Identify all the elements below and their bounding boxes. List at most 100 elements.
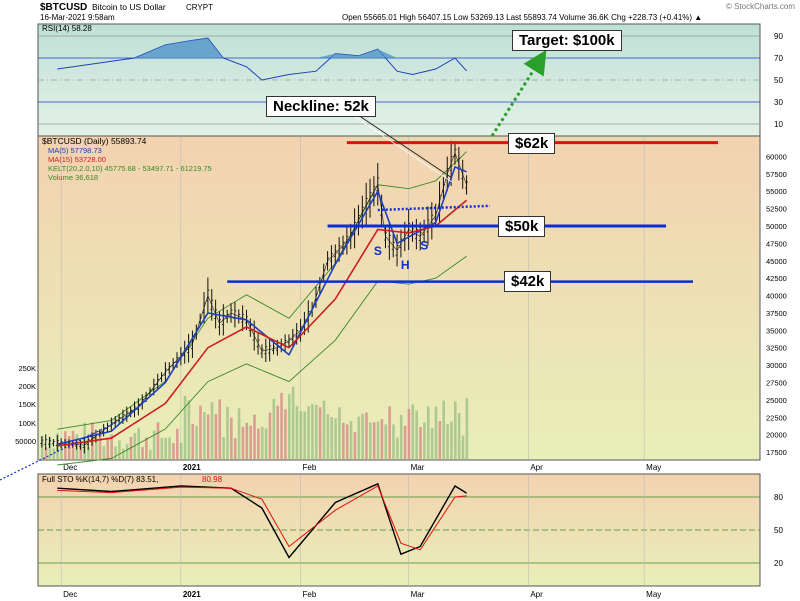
watermark: © StockCharts.com [726, 2, 795, 11]
volume-bar [318, 407, 322, 459]
volume-bar [411, 404, 415, 459]
volume-bar [361, 413, 364, 459]
volume-bar [334, 418, 337, 459]
shoulder-left-label: S [374, 244, 382, 258]
volume-bar [384, 424, 388, 459]
volume-bar [299, 411, 303, 459]
month-label: Dec [63, 463, 77, 472]
volume-bar [311, 404, 314, 459]
volume-bar [79, 445, 83, 459]
volume-bar [241, 426, 245, 459]
price-tick-label: 37500 [766, 309, 787, 318]
month-label: Apr [530, 463, 543, 472]
volume-bar [87, 447, 90, 459]
volume-bar [457, 412, 461, 459]
price-tick-label: 40000 [766, 292, 787, 301]
volume-bar [268, 412, 272, 459]
volume-bar [423, 422, 426, 459]
sto-month-label: Mar [411, 590, 425, 599]
volume-bar [272, 398, 276, 459]
rsi-tick-label: 70 [774, 54, 783, 63]
month-label: Mar [411, 463, 425, 472]
volume-bar [121, 448, 125, 459]
volume-bar [206, 414, 210, 459]
volume-bar [407, 409, 411, 459]
volume-bar [257, 428, 260, 459]
volume-bar [303, 411, 307, 459]
shoulder-right-label: S [420, 239, 428, 253]
keltner-upper [57, 151, 467, 430]
volume-bar [295, 405, 299, 459]
volume-bar [453, 401, 457, 459]
volume-bar [338, 407, 341, 459]
volume-bar [322, 400, 326, 459]
volume-bar [199, 405, 202, 459]
volume-bar [349, 421, 353, 459]
volume-bar [307, 406, 310, 459]
volume-bar [40, 436, 44, 459]
volume-bar [345, 424, 349, 459]
main-layer: 60000 57500 55000 52500 50000 47500 45000 42500… [0, 49, 787, 481]
price-tick-label: 55000 [766, 187, 787, 196]
price-tick-label: 25000 [766, 396, 787, 405]
volume-bar [280, 392, 283, 459]
quote-line: Open 55665.01 High 56407.15 Low 53269.13… [342, 13, 702, 22]
rsi-tick-label: 50 [774, 76, 783, 85]
sto-label: Full STO %K(14,7) %D(7) 83.51, [42, 475, 158, 484]
volume-bar [48, 437, 52, 459]
volume-bar [388, 406, 391, 459]
rsi-overbought-fill [57, 38, 467, 58]
volume-bar [392, 424, 395, 459]
volume-bar [276, 405, 279, 459]
volume-bar [44, 447, 48, 459]
ma15-line [57, 199, 468, 447]
sto-month-label: May [646, 590, 661, 599]
volume-bar [249, 425, 252, 459]
volume-bar [203, 412, 206, 459]
legend-kelt: KELT(20,2.0,10) 45775.68 - 53497.71 - 61… [48, 164, 212, 173]
sto-month-label: Feb [303, 590, 317, 599]
volume-bar [172, 443, 175, 459]
price-tick-label: 17500 [766, 448, 787, 457]
volume-bar [214, 413, 218, 459]
volume-bar [264, 428, 268, 459]
volume-bar [442, 400, 446, 459]
price-tick-label: 60000 [766, 152, 787, 161]
sto-tick-label: 50 [774, 526, 783, 535]
volume-bar [222, 437, 225, 459]
price-tick-label: 52500 [766, 205, 787, 214]
volume-bar [396, 437, 399, 459]
neckline-pointer [354, 112, 453, 179]
legend-ma5: MA(5) 57798.73 [48, 146, 102, 155]
volume-bar [461, 435, 465, 459]
volume-bar [168, 437, 171, 459]
volume-bar [98, 430, 102, 459]
volume-bar [353, 432, 357, 459]
head-label: H [401, 258, 410, 272]
exchange-label: CRYPT [186, 3, 213, 12]
price-tick-label: 50000 [766, 222, 787, 231]
symbol-name: Bitcoin to US Dollar [92, 2, 166, 12]
volume-bar [148, 449, 152, 459]
volume-bar [314, 404, 318, 459]
main-panel [37, 135, 761, 461]
volume-bar [465, 398, 469, 459]
target-callout: Target: $100k [512, 30, 622, 51]
price-tick-label: 32500 [766, 344, 787, 353]
volume-bar [52, 448, 56, 459]
sto-month-label: Dec [63, 590, 77, 599]
neckline-callout: Neckline: 52k [266, 96, 376, 117]
volume-bar [156, 422, 160, 459]
volume-tick-label: 200K [18, 382, 36, 391]
rsi-tick-label: 10 [774, 120, 783, 129]
volume-bar [399, 414, 403, 459]
volume-bar [369, 422, 372, 459]
sto-tick-label: 20 [774, 559, 783, 568]
volume-bar [152, 430, 156, 459]
month-label: May [646, 463, 661, 472]
rsi-label: RSI(14) 58.28 [42, 24, 92, 33]
volume-bar [330, 417, 334, 459]
sto-d-value: 80.98 [202, 475, 223, 484]
neckline-pointer-shadow [354, 116, 453, 183]
